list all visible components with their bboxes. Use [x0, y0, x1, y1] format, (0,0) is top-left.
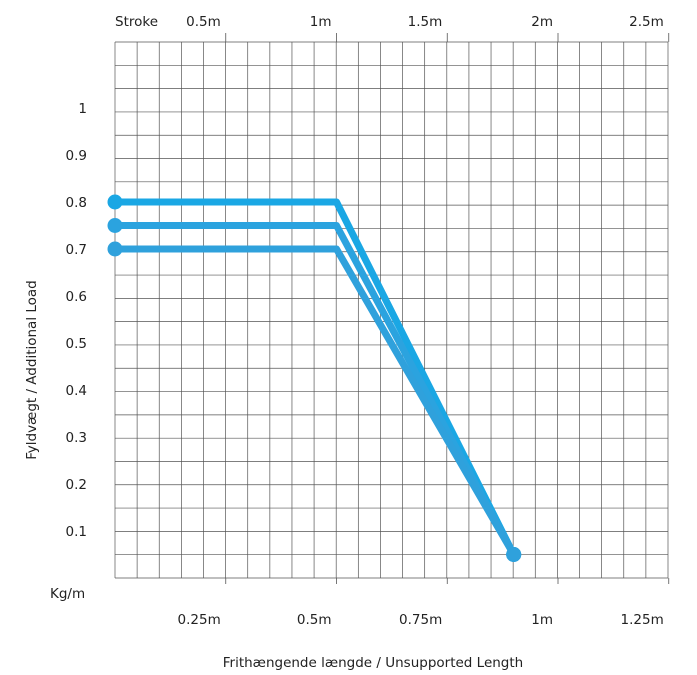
top-tick-label: 2m — [531, 14, 553, 30]
y-tick-label: 0.5 — [66, 336, 87, 352]
y-axis-title: Fyldvægt / Additional Load — [24, 280, 40, 460]
x-tick-label: 0.5m — [297, 612, 332, 628]
x-tick-label: 0.75m — [399, 612, 442, 628]
y-tick-label: 0.4 — [66, 383, 87, 399]
y-tick-label: 0.9 — [66, 148, 87, 164]
y-tick-label: 0.1 — [66, 524, 87, 540]
x-tick-label: 1.25m — [621, 612, 664, 628]
y-tick-label: 0.8 — [66, 195, 87, 211]
y-tick-label: 1 — [78, 101, 87, 117]
series-start-point-3 — [107, 241, 123, 257]
y-tick-label: 0.2 — [66, 477, 87, 493]
y-unit-label: Kg/m — [50, 586, 85, 602]
top-tick-label: 1.5m — [408, 14, 443, 30]
top-axis-label: Stroke — [115, 14, 158, 30]
top-tick-label: 0.5m — [186, 14, 221, 30]
series-end-point-3 — [506, 547, 522, 562]
chart-series — [107, 194, 522, 562]
series-line-2 — [111, 222, 518, 558]
y-tick-label: 0.3 — [66, 430, 87, 446]
x-tick-label: 0.25m — [178, 612, 221, 628]
x-tick-label: 1m — [531, 612, 553, 628]
series-line-3 — [111, 245, 518, 558]
series-start-point-2 — [107, 218, 123, 233]
chart-ticks: 0.1 0.2 0.3 0.4 0.5 0.6 0.7 0.8 0.9 1 0.25m 0.5m 0.7… — [66, 14, 670, 628]
y-tick-label: 0.6 — [66, 289, 87, 305]
y-tick-label: 0.7 — [66, 242, 87, 258]
top-tick-label: 2.5m — [629, 14, 664, 30]
series-line-1 — [111, 198, 518, 558]
top-tick-label: 1m — [310, 14, 332, 30]
series-start-point-1 — [107, 194, 123, 210]
x-axis-title: Frithængende længde / Unsupported Length — [223, 655, 523, 671]
